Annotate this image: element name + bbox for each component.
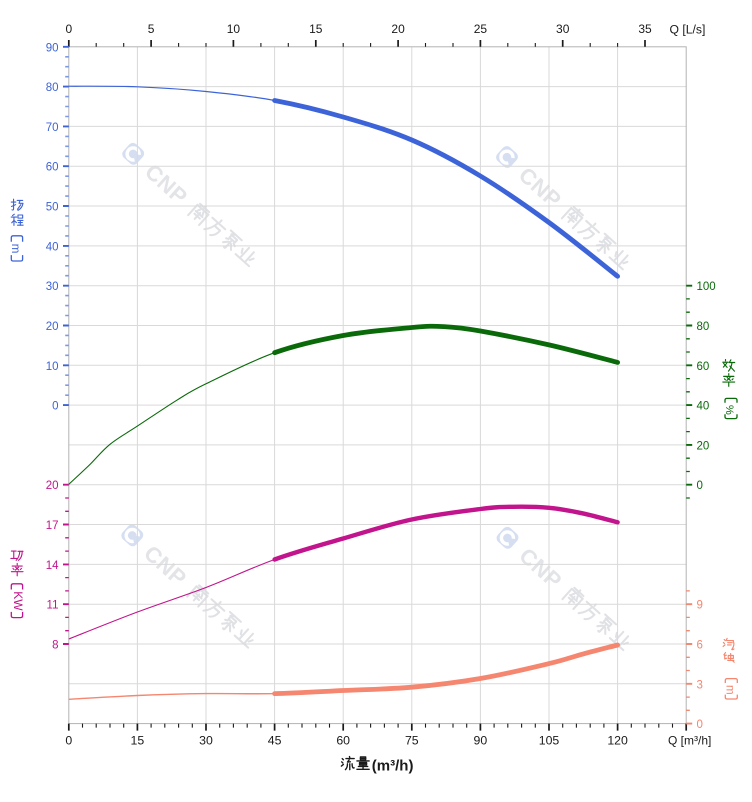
svg-text:m: m: [9, 244, 21, 254]
svg-text:%: %: [723, 405, 735, 415]
svg-text:6: 6: [697, 640, 703, 652]
svg-text:17: 17: [46, 520, 59, 532]
svg-text:5: 5: [148, 22, 155, 36]
svg-text:100: 100: [697, 281, 716, 293]
svg-text:9: 9: [697, 600, 703, 612]
svg-text:m: m: [724, 685, 736, 695]
svg-text:10: 10: [227, 22, 241, 36]
svg-text:40: 40: [697, 401, 710, 413]
svg-text:0: 0: [65, 22, 72, 36]
svg-text:35: 35: [638, 22, 652, 36]
svg-text:20: 20: [391, 22, 405, 36]
svg-text:40: 40: [46, 241, 59, 253]
svg-text:45: 45: [268, 733, 282, 747]
svg-text:11: 11: [47, 600, 59, 612]
svg-text:Q [L/s]: Q [L/s]: [670, 22, 706, 36]
svg-text:90: 90: [474, 733, 488, 747]
svg-text:80: 80: [697, 321, 710, 333]
svg-text:0: 0: [52, 401, 58, 413]
svg-text:80: 80: [46, 82, 59, 94]
svg-text:10: 10: [46, 361, 59, 373]
svg-text:20: 20: [46, 321, 59, 333]
svg-text:Q [m³/h]: Q [m³/h]: [668, 733, 711, 747]
svg-text:(m³/h): (m³/h): [372, 757, 414, 774]
svg-text:60: 60: [336, 733, 350, 747]
svg-text:50: 50: [46, 202, 59, 214]
svg-text:120: 120: [607, 733, 628, 747]
svg-text:25: 25: [474, 22, 488, 36]
svg-text:60: 60: [46, 162, 59, 174]
svg-text:30: 30: [46, 281, 59, 293]
svg-text:15: 15: [131, 733, 145, 747]
svg-text:8: 8: [52, 640, 58, 652]
svg-text:KW: KW: [11, 591, 25, 611]
svg-text:14: 14: [46, 560, 59, 572]
svg-text:60: 60: [697, 361, 710, 373]
svg-text:20: 20: [697, 440, 710, 452]
svg-text:105: 105: [539, 733, 560, 747]
svg-text:30: 30: [199, 733, 213, 747]
svg-text:15: 15: [309, 22, 323, 36]
svg-text:0: 0: [697, 480, 703, 492]
svg-text:90: 90: [46, 42, 59, 54]
svg-text:0: 0: [697, 719, 703, 731]
svg-text:0: 0: [65, 733, 72, 747]
svg-text:30: 30: [556, 22, 570, 36]
svg-text:75: 75: [405, 733, 419, 747]
svg-text:20: 20: [46, 480, 59, 492]
svg-text:70: 70: [46, 122, 59, 134]
svg-text:3: 3: [697, 679, 703, 691]
